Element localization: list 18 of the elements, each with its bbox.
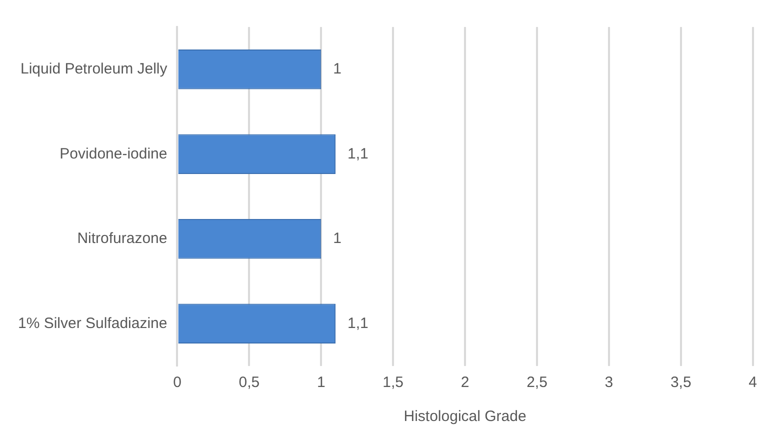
data-label: 1 — [333, 230, 342, 248]
x-tick-label: 3,5 — [670, 374, 692, 392]
x-tick-label: 1 — [316, 374, 326, 392]
x-tick-label: 0 — [173, 374, 182, 392]
y-tick-label: Liquid Petroleum Jelly — [20, 60, 168, 78]
x-tick-label: 4 — [748, 374, 757, 392]
x-tick-label: 2,5 — [526, 374, 548, 392]
x-axis-title: Histological Grade — [404, 408, 526, 426]
data-label: 1 — [333, 60, 342, 78]
y-tick-label: Povidone-iodine — [60, 145, 168, 162]
y-tick-label: Nitrofurazone — [77, 230, 168, 248]
x-tick-label: 0,5 — [238, 374, 260, 392]
x-tick-label: 1,5 — [382, 374, 404, 392]
x-tick-label: 2 — [460, 374, 470, 392]
data-label: 1,1 — [348, 314, 368, 332]
data-label: 1,1 — [348, 145, 368, 162]
x-tick-label: 3 — [604, 374, 614, 392]
y-tick-label: 1% Silver Sulfadiazine — [18, 314, 168, 332]
